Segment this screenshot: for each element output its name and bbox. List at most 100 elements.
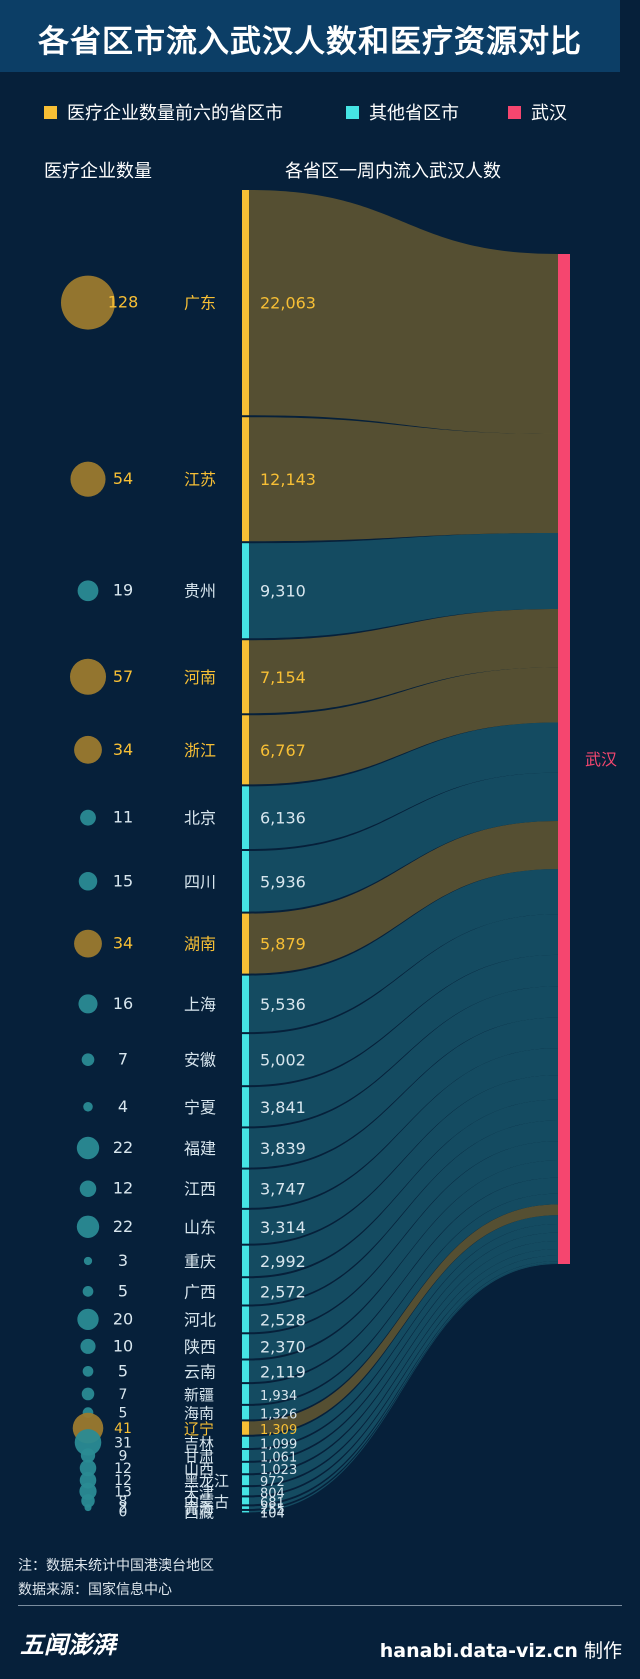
province-name: 吉林 [184,1434,214,1452]
province-name: 江苏 [184,470,216,489]
province-name: 云南 [184,1362,216,1381]
flow-value: 6,136 [260,809,306,828]
company-count: 20 [113,1309,133,1328]
flow-band [249,722,558,849]
flow-value: 2,992 [260,1252,306,1271]
source-bar [242,1209,249,1244]
company-count: 15 [113,871,133,890]
company-bubble [78,994,98,1014]
flow-band [249,190,558,434]
company-count: 8 [119,1494,128,1510]
company-bubble [77,1308,99,1331]
source-bar [242,1421,249,1435]
company-bubble [80,1448,96,1463]
province-name: 新疆 [184,1386,214,1404]
province-name: 海南 [184,1405,214,1423]
province-name: 四川 [184,872,216,891]
source-bar [242,850,249,912]
company-count: 41 [114,1421,132,1437]
province-name: 北京 [184,809,216,828]
flow-value: 3,839 [260,1139,306,1158]
company-bubble [79,1180,97,1197]
company-count: 12 [113,1179,133,1198]
flow-band [249,1193,558,1420]
company-bubble [69,658,107,695]
flow-band [249,986,558,1168]
company-count: 11 [113,808,133,827]
target-bar [558,254,570,1264]
province-name: 安徽 [184,1051,216,1070]
province-name: 上海 [184,995,216,1014]
province-name: 天津 [184,1483,214,1501]
legend-swatch-other [346,105,359,119]
source-bar [242,1506,249,1509]
source-bar [242,1510,249,1513]
source-bar [242,715,249,785]
source-bar [242,1278,249,1305]
flow-band [249,1120,558,1333]
company-count: 34 [113,740,133,759]
company-count: 16 [113,994,133,1013]
flow-band [249,667,558,785]
province-name: 河南 [184,668,216,687]
company-bubble [76,1136,100,1160]
company-count: 5 [119,1406,128,1422]
flow-value: 5,879 [260,935,306,954]
flow-value: 22,063 [260,294,316,313]
flow-value: 7,154 [260,668,306,687]
flow-value: 3,841 [260,1098,306,1117]
flow-band [249,608,558,714]
source-bar [242,1306,249,1333]
source-bar [242,1169,249,1208]
legend-label-top-six: 医疗企业数量前六的省区市 [67,103,283,124]
flow-value: 1,023 [260,1463,297,1478]
legend-item-other: 其他省区市 [346,99,459,125]
company-bubble [81,1494,95,1508]
company-bubble [61,275,115,330]
page-title: 各省区市流入武汉人数和医疗资源对比 [38,24,582,60]
flow-value: 804 [260,1486,285,1501]
flow-value: 2,119 [260,1362,306,1381]
company-count: 22 [113,1217,133,1236]
flow-band [249,1248,558,1496]
province-name: 辽宁 [184,1420,214,1438]
province-name: 山东 [184,1218,216,1237]
flow-value: 1,099 [260,1437,297,1452]
flow-value: 1,061 [260,1450,297,1465]
source-bar [242,1405,249,1420]
legend-swatch-wuhan [508,105,521,119]
flow-band [249,1224,558,1461]
source-bar [242,1128,249,1168]
source-bar [242,1034,249,1086]
flow-value: 6,767 [260,741,306,760]
flow-value: 12,143 [260,470,316,489]
notes: 注：数据未统计中国港澳台地区 数据来源：国家信息中心 [18,1554,214,1602]
company-count: 5 [118,1361,128,1380]
province-name: 青海 [184,1500,214,1518]
company-bubble [84,1504,92,1512]
legend-swatch-top-six [44,105,57,119]
source-bar [242,1475,249,1486]
province-name: 广东 [184,294,216,313]
flow-value: 104 [260,1507,285,1522]
company-count: 10 [113,1336,133,1355]
province-name: 福建 [184,1139,216,1158]
source-bar [242,1245,249,1277]
legend-label-wuhan: 武汉 [531,103,567,124]
column-head-inflow: 各省区一周内流入武汉人数 [285,161,501,182]
source-bar [242,1462,249,1474]
province-name: 广西 [184,1282,216,1301]
company-bubble [74,1429,102,1456]
province-name: 陕西 [184,1337,216,1356]
flow-band [249,1017,558,1208]
company-count: 12 [114,1473,132,1489]
column-head-companies: 医疗企业数量 [44,161,152,182]
company-count: 9 [119,1448,128,1464]
flow-value: 5,936 [260,872,306,891]
flow-band [249,868,558,1033]
source-bar [242,190,249,416]
company-count: 4 [118,1097,128,1116]
source-bar [242,1087,249,1127]
flow-band [249,954,558,1127]
flow-band [249,821,558,974]
